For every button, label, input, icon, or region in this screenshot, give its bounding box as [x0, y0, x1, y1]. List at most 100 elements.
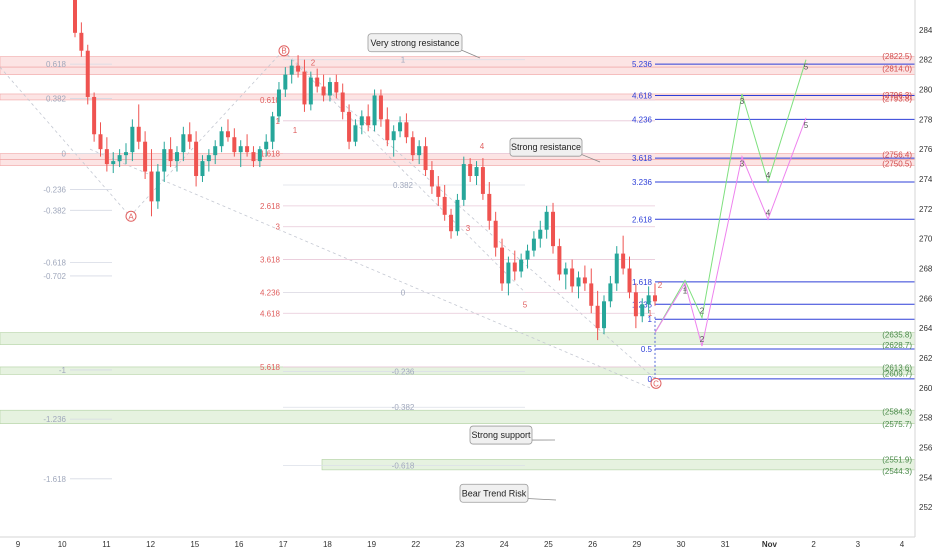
candle-body — [187, 134, 192, 142]
candle-body — [551, 211, 556, 247]
candle-body — [653, 295, 657, 302]
x-tick-label: 19 — [367, 540, 376, 549]
callout-label: Bear Trend Risk — [462, 488, 527, 498]
y-tick-label: 2640 — [919, 324, 932, 333]
candle-body — [512, 262, 517, 272]
fib-inner-label: -0.618 — [392, 461, 415, 470]
x-tick-label: 3 — [856, 540, 861, 549]
resistance-zone — [0, 153, 916, 160]
price-tag-label: (2756.4) — [882, 151, 912, 160]
candle-body — [270, 116, 275, 142]
candle-body — [264, 141, 269, 150]
fib-mid-label: 3 — [276, 223, 281, 232]
candle-body — [321, 86, 326, 96]
candle-body — [136, 126, 141, 142]
wave-pink-label: 4 — [766, 208, 771, 217]
waves-layer: 1 2 3 4 5 1 2 3 4 5 1 2 3 4 5 1 2 A B C — [125, 45, 809, 389]
candle-body — [315, 77, 320, 87]
fib-right-label: 1.618 — [632, 278, 653, 287]
candle-body — [589, 283, 594, 306]
x-tick-label: Nov — [762, 540, 778, 549]
callout-label: Very strong resistance — [370, 38, 459, 48]
callout-box — [367, 33, 463, 53]
x-tick-label: 17 — [279, 540, 288, 549]
wave-pink-path — [654, 117, 807, 347]
candle-body — [442, 196, 447, 215]
candle-body — [608, 283, 613, 302]
candle-body — [538, 229, 543, 239]
price-tag-label: (2814.0) — [882, 65, 912, 74]
candle-body — [621, 253, 626, 269]
candle-body — [206, 155, 211, 162]
candle-body — [334, 82, 339, 93]
zones-layer — [0, 56, 916, 471]
candle-body — [417, 146, 422, 156]
price-tag-label: (2551.9) — [882, 456, 912, 465]
candle-body — [359, 116, 364, 126]
candle-body — [238, 146, 243, 153]
price-tag-label: (2544.3) — [882, 467, 912, 476]
wave-red-label: 1 — [293, 126, 298, 135]
x-tick-label: 12 — [146, 540, 155, 549]
y-tick-label: 2700 — [919, 235, 932, 244]
candle-body — [283, 74, 288, 90]
candle-body — [130, 126, 135, 153]
candle-body — [563, 268, 568, 275]
fib-inner-label: -0.236 — [392, 367, 415, 376]
wave-red-label: 1 — [648, 309, 653, 318]
fib-right-label: 4.618 — [632, 91, 653, 100]
candle-body — [614, 253, 619, 284]
resistance-zone — [0, 93, 916, 101]
fib-left-label: -1.236 — [43, 415, 66, 424]
candle-body — [225, 131, 230, 138]
candle-body — [633, 292, 638, 317]
candle-body — [296, 65, 301, 72]
fib-inner-label: -0.382 — [392, 403, 415, 412]
fib-right-label: 5.236 — [632, 60, 653, 69]
candle-body — [174, 152, 179, 162]
y-tick-label: 2800 — [919, 86, 932, 95]
support-zone — [0, 332, 916, 345]
x-tick-label: 9 — [16, 540, 21, 549]
candle-body — [595, 305, 600, 329]
fib-left-label: -1 — [59, 366, 67, 375]
candle-body — [461, 164, 466, 200]
trend-guide-line — [0, 66, 131, 217]
candle-body — [436, 186, 441, 197]
fib-left-label: -0.618 — [43, 259, 66, 268]
x-tick-label: 23 — [456, 540, 465, 549]
wave-circle-marker — [650, 377, 662, 389]
y-tick-label: 2760 — [919, 145, 932, 154]
resistance-zone — [0, 56, 916, 68]
y-tick-label: 2540 — [919, 473, 932, 482]
wave-circle-label: A — [128, 212, 134, 221]
fib-right-label: 2.618 — [632, 215, 653, 224]
price-tag-label: (2796.3) — [882, 91, 912, 100]
candle-body — [104, 149, 109, 165]
candle-body — [366, 116, 371, 126]
candle-body — [85, 50, 90, 97]
support-zone — [0, 366, 916, 375]
wave-circle-marker — [125, 210, 137, 222]
candle-body — [525, 250, 530, 260]
candle-body — [646, 295, 651, 305]
candle-body — [194, 141, 199, 177]
fib-mid-label: 2.618 — [260, 202, 281, 211]
callout-box — [509, 137, 583, 157]
candle-body — [429, 170, 434, 187]
candle-body — [143, 141, 148, 172]
fib-left-label: 0.382 — [46, 94, 67, 103]
candle-body — [576, 277, 581, 287]
wave-circle-label: C — [653, 379, 659, 388]
y-tick-label: 2520 — [919, 503, 932, 512]
candle-body — [168, 149, 173, 162]
resistance-zone — [0, 159, 916, 166]
y-tick-label: 2780 — [919, 115, 932, 124]
y-tick-label: 2820 — [919, 56, 932, 65]
fib-right-label: 3.236 — [632, 178, 653, 187]
x-tick-label: 18 — [323, 540, 332, 549]
candle-body — [340, 92, 345, 112]
candle-body — [372, 95, 377, 126]
